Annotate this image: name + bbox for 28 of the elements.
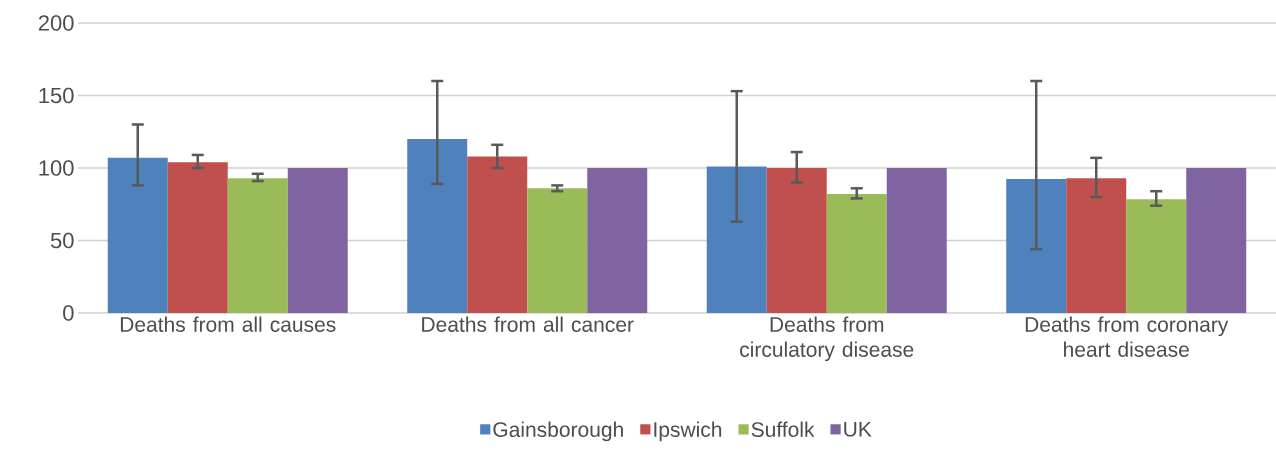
bar [407,139,468,313]
y-tick-label: 0 [63,305,74,321]
x-tick-label: Deaths from circulatory disease [740,316,914,362]
bar [706,166,767,313]
x-tick-label: Deaths from all causes [120,316,336,332]
bar [227,178,288,313]
y-tick-label: 50 [50,232,74,249]
y-tick-label: 150 [39,87,74,104]
bar [167,162,228,313]
bar [766,168,827,313]
bar [587,168,648,313]
x-tick-label: Deaths from all cancer [422,316,634,332]
bar [886,168,947,313]
y-tick-label: 200 [38,15,74,31]
legend-label: UK [844,421,872,437]
bar [287,168,348,313]
legend-label: Gainsborough [493,421,623,442]
legend-label: Suffolk [751,421,815,438]
x-tick-label: Deaths from coronary heart disease [1025,316,1229,357]
y-tick-label: 100 [39,160,74,176]
bar [1066,178,1127,313]
bar [107,157,168,313]
bar [1186,168,1247,313]
bar [527,188,588,313]
bar [826,194,887,313]
legend-label: Ipswich [654,421,722,442]
bar [467,156,528,313]
bar [1126,199,1187,313]
